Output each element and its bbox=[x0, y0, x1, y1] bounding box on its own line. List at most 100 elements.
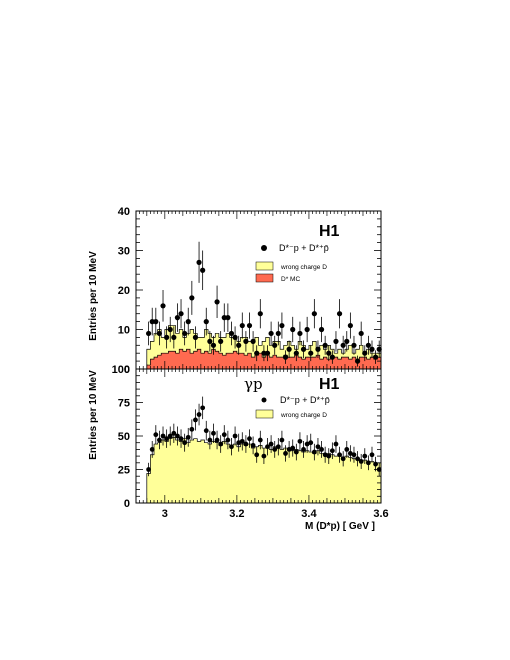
bottom-data-marker bbox=[196, 412, 202, 417]
bottom-data-marker bbox=[311, 449, 317, 455]
top-data-marker bbox=[225, 315, 231, 321]
top-data-point bbox=[189, 280, 195, 315]
bottom-data-marker bbox=[157, 437, 162, 443]
top-data-marker bbox=[275, 330, 281, 337]
top-data-point bbox=[275, 321, 281, 346]
top-data-point bbox=[160, 290, 166, 322]
bottom-data-marker bbox=[218, 441, 224, 447]
top-data-point bbox=[279, 312, 285, 339]
top-data-point bbox=[362, 345, 368, 362]
top-data-marker bbox=[228, 330, 235, 337]
top-data-marker bbox=[369, 346, 375, 352]
bottom-data-marker bbox=[239, 438, 245, 444]
top-data-point bbox=[308, 345, 314, 362]
top-data-point bbox=[214, 285, 220, 319]
bottom-data-marker bbox=[272, 447, 278, 452]
bottom-data-marker bbox=[221, 432, 227, 438]
bottom-panel: 0 25 50 75 100 3 3.2 3.4 3.6 Entries per 10 MeV… bbox=[88, 364, 389, 532]
bottom-data-point bbox=[369, 446, 375, 463]
top-data-point bbox=[254, 345, 260, 362]
bottom-data-marker bbox=[365, 460, 371, 466]
bottom-data-marker bbox=[308, 440, 314, 446]
bottom-data-point bbox=[265, 438, 270, 456]
top-data-point bbox=[344, 331, 350, 352]
top-data-marker bbox=[182, 330, 188, 337]
top-legend-data-label: D*⁻p + D*⁺p̄ bbox=[279, 243, 329, 253]
top-data-marker bbox=[290, 326, 296, 333]
top-data-point bbox=[239, 312, 245, 339]
bottom-data-point bbox=[218, 435, 224, 453]
top-y-tick-label: 40 bbox=[118, 206, 130, 218]
bottom-data-point bbox=[164, 429, 170, 448]
top-y-tick-label: 20 bbox=[118, 285, 130, 297]
top-data-marker bbox=[192, 334, 199, 340]
top-data-marker bbox=[318, 326, 325, 333]
bottom-process-label: γp bbox=[244, 375, 263, 393]
top-y-ticks: 0 10 20 30 40 bbox=[118, 206, 381, 376]
bottom-data-marker bbox=[200, 405, 206, 411]
top-data-point bbox=[200, 250, 206, 290]
top-data-marker bbox=[243, 338, 249, 344]
bottom-data-point bbox=[175, 426, 180, 446]
bottom-y-tick-label: 75 bbox=[118, 398, 130, 410]
top-data-point bbox=[297, 321, 303, 346]
bottom-data-marker bbox=[286, 447, 292, 452]
bottom-data-marker bbox=[185, 434, 191, 440]
bottom-y-tick-label: 100 bbox=[112, 364, 130, 376]
top-data-point bbox=[156, 321, 163, 346]
top-data-point bbox=[272, 335, 278, 355]
top-data-point bbox=[264, 345, 271, 362]
bottom-data-marker bbox=[254, 452, 260, 458]
bottom-data-point bbox=[247, 429, 252, 448]
bottom-data-point bbox=[283, 445, 288, 462]
bottom-data-point bbox=[337, 446, 342, 463]
bottom-data-marker bbox=[283, 451, 288, 456]
top-data-point bbox=[232, 326, 238, 349]
top-data-marker bbox=[333, 338, 339, 344]
bottom-data-point bbox=[326, 448, 332, 465]
top-data-point bbox=[261, 345, 267, 362]
top-data-marker bbox=[239, 322, 245, 329]
bottom-data-point bbox=[340, 451, 346, 467]
top-data-points bbox=[146, 241, 382, 367]
top-data-marker bbox=[304, 326, 310, 333]
top-data-marker bbox=[246, 322, 253, 329]
bottom-data-marker bbox=[369, 452, 375, 458]
bottom-data-point bbox=[214, 430, 220, 450]
bottom-data-marker bbox=[344, 447, 350, 452]
top-data-marker bbox=[311, 311, 317, 317]
bottom-data-point bbox=[229, 438, 234, 456]
top-data-point bbox=[372, 350, 379, 364]
bottom-data-marker bbox=[171, 430, 177, 436]
top-data-point bbox=[257, 299, 263, 329]
bottom-data-point bbox=[297, 432, 303, 451]
bottom-data-point bbox=[250, 436, 256, 455]
bottom-data-marker bbox=[149, 447, 155, 452]
top-data-point bbox=[182, 321, 188, 346]
top-data-point bbox=[369, 340, 375, 358]
top-data-marker bbox=[196, 259, 202, 265]
top-data-marker bbox=[257, 311, 263, 317]
bottom-data-marker bbox=[146, 467, 152, 472]
bottom-data-marker bbox=[268, 441, 274, 447]
bottom-data-marker bbox=[319, 447, 324, 452]
bottom-data-marker bbox=[229, 444, 234, 450]
bottom-data-point bbox=[268, 435, 274, 453]
top-data-marker bbox=[153, 319, 159, 325]
top-data-marker bbox=[315, 346, 321, 352]
top-legend-mc-swatch bbox=[255, 273, 274, 283]
top-data-marker bbox=[218, 338, 224, 344]
bottom-y-ticks: 0 25 50 75 100 bbox=[112, 364, 381, 510]
bottom-data-point bbox=[203, 420, 209, 441]
bottom-data-point bbox=[275, 438, 281, 456]
top-data-marker bbox=[232, 334, 238, 340]
bottom-data-marker bbox=[265, 444, 270, 450]
bottom-data-marker bbox=[293, 449, 299, 455]
bottom-data-point bbox=[308, 433, 314, 452]
top-data-point bbox=[322, 335, 328, 355]
bottom-data-point bbox=[193, 409, 198, 431]
top-data-marker bbox=[365, 342, 371, 348]
top-data-marker bbox=[308, 350, 314, 356]
top-data-point bbox=[300, 340, 307, 358]
top-data-point bbox=[192, 326, 199, 349]
